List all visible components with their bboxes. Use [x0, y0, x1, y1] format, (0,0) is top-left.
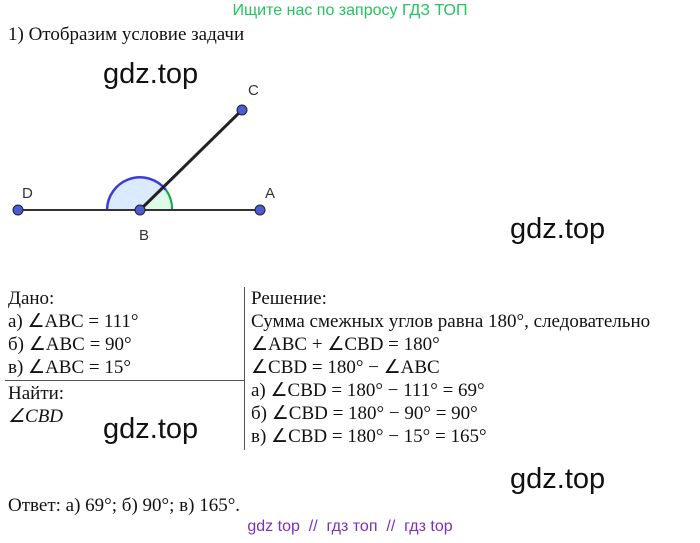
point-a [254, 204, 266, 216]
point-d [12, 204, 24, 216]
watermark: gdz.top [103, 413, 199, 445]
divider-horizontal [5, 380, 245, 381]
given-item: в) ∠ABC = 15° [8, 357, 131, 378]
given-item: а) ∠ABC = 111° [8, 311, 139, 332]
divider-vertical [244, 287, 245, 450]
given-title: Дано: [8, 288, 55, 309]
solution-line: б) ∠CBD = 180° − 90° = 90° [251, 403, 478, 424]
angle-cbd-arc [105, 176, 167, 211]
solution-line: ∠CBD = 180° − ∠ABC [251, 357, 440, 378]
watermark: gdz.top [510, 463, 606, 495]
label-d: D [22, 185, 33, 202]
diagram: C D A B [12, 82, 275, 244]
label-c: C [248, 82, 259, 99]
banner: Ищите нас по запросу ГДЗ ТОП [232, 2, 468, 19]
label-b: B [139, 227, 149, 244]
answer: Ответ: а) 69°; б) 90°; в) 165°. [8, 495, 241, 516]
watermark: gdz.top [103, 58, 199, 90]
angle-abc-fill [140, 190, 173, 210]
label-a: A [265, 185, 275, 202]
ray-bc [138, 108, 244, 212]
given-item: б) ∠ABC = 90° [8, 334, 132, 355]
point-c [236, 104, 248, 116]
solution-line: ∠ABC + ∠CBD = 180° [251, 334, 440, 355]
heading: 1) Отобразим условие задачи [8, 24, 245, 45]
find-title: Найти: [8, 383, 65, 404]
watermark: gdz.top [510, 213, 606, 245]
solution-line: а) ∠CBD = 180° − 111° = 69° [251, 380, 485, 401]
solution-title: Решение: [251, 288, 327, 309]
angle-cbd-fill [107, 177, 166, 210]
find-item: ∠CBD [8, 406, 64, 427]
point-b [134, 204, 146, 216]
footer: gdz top // гдз топ // гдз top [247, 518, 453, 535]
solution-line: в) ∠CBD = 180° − 15° = 165° [251, 426, 487, 447]
solution-line: Сумма смежных углов равна 180°, следоват… [251, 311, 651, 332]
